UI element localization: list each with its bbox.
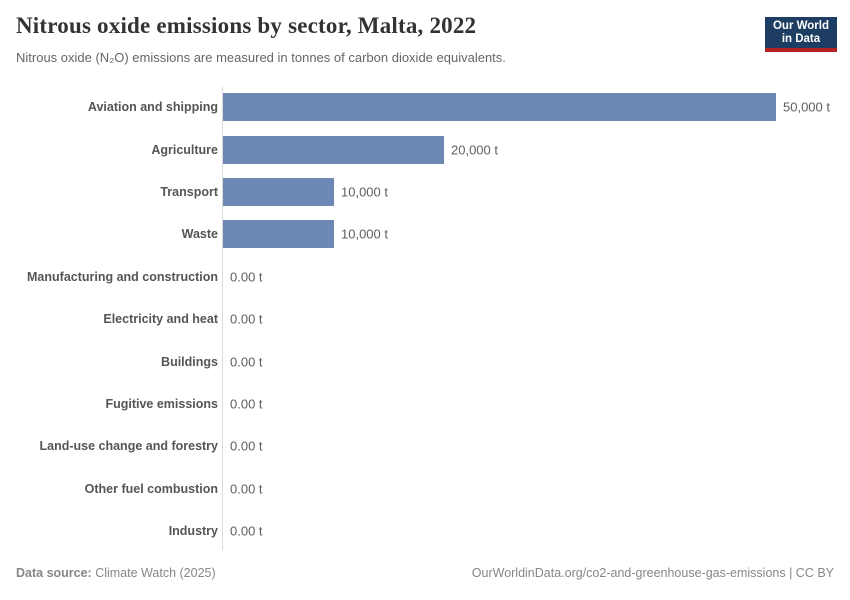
data-source-label: Data source: [16,566,92,580]
value-label: 0.00 t [230,523,263,539]
data-source-value: Climate Watch (2025) [95,566,216,580]
owid-logo[interactable]: Our World in Data [764,17,837,52]
category-label: Electricity and heat [103,312,218,327]
value-label: 0.00 t [230,396,263,412]
chart-row: Buildings 0.00 t [0,340,850,382]
bar[interactable] [223,177,334,206]
chart-subtitle: Nitrous oxide (N₂O) emissions are measur… [16,50,506,65]
chart-row: Fugitive emissions 0.00 t [0,383,850,425]
chart-row: Manufacturing and construction 0.00 t [0,256,850,298]
category-label: Waste [181,227,218,242]
value-label: 20,000 t [451,142,498,158]
value-label: 0.00 t [230,354,263,370]
chart-footer: Data source: Climate Watch (2025) OurWor… [16,566,834,580]
chart-row: Industry 0.00 t [0,510,850,552]
category-label: Industry [168,524,218,539]
value-label: 0.00 t [230,481,263,497]
bar[interactable] [223,93,776,122]
data-source: Data source: Climate Watch (2025) [16,566,216,580]
chart-row: Aviation and shipping 50,000 t [0,86,850,128]
value-label: 0.00 t [230,311,263,327]
category-label: Buildings [161,354,218,369]
chart-row: Agriculture 20,000 t [0,128,850,170]
value-label: 0.00 t [230,269,263,285]
category-label: Agriculture [151,142,218,157]
bar[interactable] [223,135,444,164]
chart-row: Electricity and heat 0.00 t [0,298,850,340]
page-title: Nitrous oxide emissions by sector, Malta… [16,13,477,38]
chart-row: Transport 10,000 t [0,171,850,213]
value-label: 50,000 t [783,99,830,115]
bar[interactable] [223,220,334,249]
category-label: Aviation and shipping [87,100,218,115]
chart-row: Land-use change and forestry 0.00 t [0,425,850,467]
owid-logo-line1: Our World [772,20,829,32]
chart-row: Other fuel combustion 0.00 t [0,468,850,510]
value-label: 0.00 t [230,438,263,454]
owid-logo-line2: in Data [781,33,821,45]
value-label: 10,000 t [341,226,388,242]
category-label: Other fuel combustion [84,481,218,496]
bar-chart: Aviation and shipping 50,000 t Agriculture… [0,86,850,553]
category-label: Land-use change and forestry [39,439,218,454]
category-label: Fugitive emissions [105,396,218,411]
credit-link[interactable]: OurWorldinData.org/co2-and-greenhouse-ga… [471,566,834,580]
y-axis-line [222,87,223,550]
category-label: Manufacturing and construction [27,269,218,284]
value-label: 10,000 t [341,184,388,200]
category-label: Transport [160,184,218,199]
chart-row: Waste 10,000 t [0,213,850,255]
